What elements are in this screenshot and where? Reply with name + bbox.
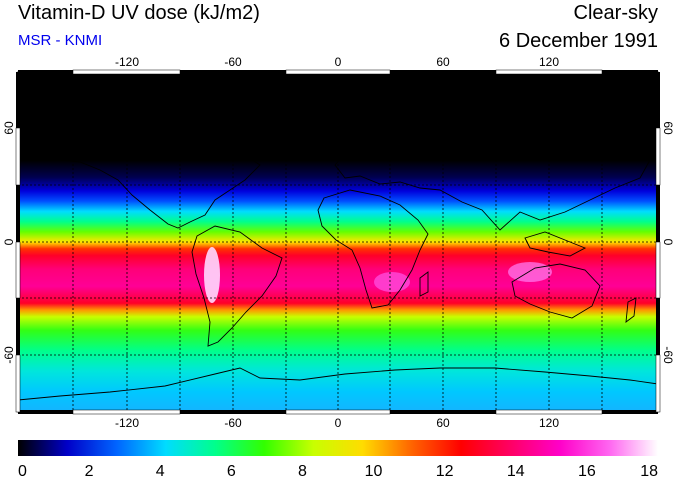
lon-tick-label: -120	[115, 416, 139, 430]
frame-segment	[72, 69, 181, 75]
frame-segment	[180, 70, 286, 74]
map-title: Vitamin-D UV dose (kJ/m2)	[18, 2, 260, 24]
colorbar-label: 4	[156, 463, 165, 480]
coastline-africa	[317, 189, 429, 309]
colorbar-label: 6	[227, 463, 236, 480]
lat-ticks-right: 60 0 -60	[661, 121, 675, 364]
coastline-antarctica	[18, 367, 658, 401]
frame-segment	[180, 410, 286, 414]
frame-segment	[15, 241, 21, 299]
australia-high-dose	[508, 262, 552, 282]
lon-tick-label: -60	[224, 416, 242, 430]
lon-tick-label: 60	[436, 416, 450, 430]
lat-tick-label: 60	[2, 121, 16, 135]
map-date: 6 December 1991	[499, 30, 658, 52]
frame-segment	[15, 354, 21, 413]
lon-tick-label: 0	[335, 55, 342, 69]
frame-segment	[390, 410, 496, 414]
lon-tick-label: 120	[539, 55, 559, 69]
frame-segment	[16, 185, 20, 242]
frame-segment	[602, 70, 658, 74]
colorbar-label: 10	[365, 463, 383, 480]
coastline-new-zealand	[625, 297, 637, 323]
frame-segment	[18, 70, 73, 74]
frame-segment	[656, 298, 660, 355]
frame-segment	[285, 409, 391, 415]
lon-tick-label: -60	[224, 55, 242, 69]
frame-segment	[16, 298, 20, 355]
frame-segment	[656, 185, 660, 242]
frame-segment	[390, 70, 496, 74]
lat-tick-label: -60	[661, 346, 675, 364]
graticule	[18, 72, 658, 412]
lat-ticks-left: 60 0 -60	[2, 121, 16, 364]
frame-segment	[495, 69, 603, 75]
coastline-greenland	[271, 113, 319, 147]
coastline-southeast-asia	[524, 231, 587, 257]
colorbar-label: 0	[18, 463, 27, 480]
andes-high-dose	[204, 247, 220, 303]
lat-tick-label: 60	[661, 121, 675, 135]
coastline-south-america	[191, 225, 283, 347]
lon-ticks-top: -120 -60 0 60 120	[115, 55, 559, 69]
lat-tick-label: -60	[2, 346, 16, 364]
coastline-north-america	[47, 127, 261, 229]
frame-segment	[655, 127, 661, 186]
frame-segment	[495, 409, 603, 415]
colorbar-label: 16	[578, 463, 596, 480]
map-panel	[15, 69, 661, 415]
colorbar: 0 2 4 6 8 10 12 14 16 18	[18, 440, 658, 480]
colorbar-labels: 0 2 4 6 8 10 12 14 16 18	[18, 463, 658, 480]
colorbar-label: 18	[640, 463, 658, 480]
frame-segment	[655, 241, 661, 299]
map-frame	[15, 69, 661, 415]
coastlines	[18, 113, 658, 401]
colorbar-label: 14	[507, 463, 525, 480]
lat-tick-label: 0	[661, 239, 675, 246]
frame-segment	[72, 409, 181, 415]
colorbar-gradient	[18, 440, 658, 456]
map-source: MSR - KNMI	[18, 32, 103, 49]
lon-tick-label: 120	[539, 416, 559, 430]
south-africa-high-dose	[374, 272, 410, 292]
frame-segment	[285, 69, 391, 75]
coastline-madagascar	[419, 271, 429, 297]
lon-ticks-bottom: -120 -60 0 60 120	[115, 416, 559, 430]
frame-segment	[18, 410, 73, 414]
coastline-australia	[511, 263, 601, 319]
lat-tick-label: 0	[2, 238, 16, 245]
sky-condition: Clear-sky	[573, 2, 658, 24]
frame-segment	[15, 127, 21, 186]
frame-segment	[655, 354, 661, 413]
colorbar-label: 12	[436, 463, 454, 480]
frame-segment	[656, 72, 660, 128]
coastline-eurasia	[334, 125, 651, 231]
frame-segment	[16, 72, 20, 128]
colorbar-label: 2	[85, 463, 94, 480]
lon-tick-label: -120	[115, 55, 139, 69]
frame-segment	[602, 410, 658, 414]
lon-tick-label: 60	[436, 55, 450, 69]
lon-tick-label: 0	[335, 416, 342, 430]
colorbar-label: 8	[298, 463, 307, 480]
